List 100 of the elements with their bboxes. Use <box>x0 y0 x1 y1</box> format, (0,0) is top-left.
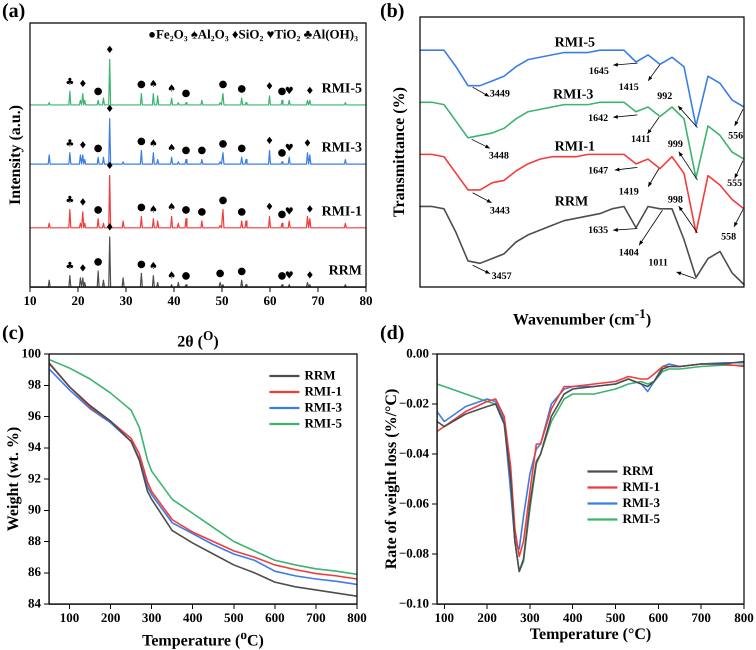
annotation: 999 <box>668 138 683 150</box>
annotation: ● <box>182 204 191 216</box>
annotation: 556 <box>728 130 744 142</box>
annotation: ♦ <box>305 86 314 97</box>
x-tick-label: 500 <box>224 610 244 626</box>
annotation: ● <box>136 79 146 90</box>
legend-label: RRM <box>622 462 654 478</box>
annotation: ● <box>94 256 103 268</box>
legend-label: RMI-3 <box>304 399 342 414</box>
annotation: ♦ <box>78 140 88 152</box>
x-tick-label: 60 <box>264 293 276 308</box>
annotation: 3448 <box>488 150 509 162</box>
annotation: ♠ <box>148 138 158 150</box>
annotation: ♠ <box>148 204 158 216</box>
annotation: ♠ <box>167 202 176 214</box>
annotation: ♦ <box>105 161 114 172</box>
x-tick-label: 400 <box>182 610 202 626</box>
x-axis-title: 2θ ($^{O}$) <box>177 327 219 352</box>
y-tick-label: 90 <box>28 502 41 517</box>
x-axis-title: Temperature ($^{o}$C) <box>142 626 264 650</box>
annotation: ♦ <box>78 263 88 274</box>
annotation: ♣ <box>65 76 74 88</box>
annotation: ♦ <box>265 202 274 214</box>
x-tick-label: 70 <box>312 293 324 308</box>
annotation: ● <box>237 206 246 218</box>
y-tick-label: −0.06 <box>398 495 430 510</box>
y-tick-label: 88 <box>28 532 42 548</box>
annotation: ♠ <box>148 261 158 272</box>
y-axis-title: Weight (wt. %) <box>5 426 23 532</box>
annotation: ● <box>136 258 146 270</box>
y-tick-label: 100 <box>22 345 41 360</box>
annotation: ♠ <box>167 84 176 95</box>
series-label: RMI-5 <box>322 82 362 97</box>
x-tick-label: 200 <box>477 610 497 626</box>
series-label: RMI-3 <box>552 87 594 102</box>
x-tick-label: 30 <box>120 293 132 308</box>
annotation: 1635 <box>588 224 608 236</box>
annotation: ● <box>237 266 246 277</box>
x-tick-label: 200 <box>100 610 120 626</box>
annotation: ♦ <box>305 204 314 216</box>
annotation: ● <box>216 268 225 280</box>
legend-label: RMI-1 <box>622 478 660 494</box>
annotation: ♦ <box>105 104 114 116</box>
annotation: ♥ <box>284 86 294 97</box>
annotation: 1411 <box>631 134 650 145</box>
x-tick-label: 100 <box>60 610 80 626</box>
x-tick-label: 100 <box>434 610 454 626</box>
x-tick-label: 300 <box>520 610 540 626</box>
annotation: 1645 <box>588 66 609 78</box>
y-tick-label: 94 <box>28 439 42 454</box>
annotation: 1415 <box>618 82 639 93</box>
annotation: ● <box>182 270 191 282</box>
chart-title: (d) <box>380 322 404 344</box>
annotation: 998 <box>668 194 683 206</box>
x-tick-label: 400 <box>562 610 582 626</box>
annotation: ♦ <box>78 197 88 208</box>
y-tick-label: −0.08 <box>398 545 430 560</box>
y-axis-title: Transmittance (%) <box>391 87 409 217</box>
x-tick-label: 20 <box>72 293 84 308</box>
annotation: ♠ <box>148 79 158 90</box>
annotation: ● <box>278 208 287 220</box>
series-label: RRM <box>554 194 588 210</box>
annotation: ● <box>182 145 191 156</box>
annotation: ♠ <box>167 270 176 282</box>
series-label: RMI-1 <box>554 139 596 154</box>
y-tick-label: 86 <box>28 564 42 580</box>
y-axis-title: Rate of weight loss (%/°C) <box>383 388 400 570</box>
x-tick-label: 500 <box>606 610 626 626</box>
annotation: ● <box>218 195 228 206</box>
annotation: ♦ <box>265 136 274 148</box>
x-tick-label: 600 <box>265 610 285 626</box>
annotation: ♣ <box>65 138 74 150</box>
series-label: RMI-3 <box>322 140 362 156</box>
annotation: ♦ <box>78 79 88 90</box>
x-tick-label: 800 <box>347 610 367 626</box>
annotation: ● <box>278 86 287 97</box>
annotation: ♠ <box>167 142 176 154</box>
annotation: 1647 <box>588 165 608 176</box>
annotation: ● <box>197 145 206 156</box>
x-tick-label: 40 <box>168 293 180 308</box>
y-tick-label: −0.02 <box>398 395 429 410</box>
annotation: 1419 <box>618 186 639 198</box>
chart-title: (a) <box>2 0 26 22</box>
x-tick-label: 700 <box>306 610 326 626</box>
text: ●Fe₂O₃ ♠Al₂O₃ ♦SiO₂ ♥TiO₂ ♣Al(OH)₃ <box>148 26 358 42</box>
y-tick-label: 0.00 <box>406 345 429 360</box>
annotation: ♥ <box>284 206 294 218</box>
annotation: 558 <box>721 231 736 242</box>
annotation: ● <box>197 206 206 218</box>
annotation: ♦ <box>265 81 274 92</box>
x-tick-label: 80 <box>360 293 372 308</box>
annotation: ● <box>182 88 191 100</box>
legend-label: RRM <box>304 367 336 382</box>
legend-label: RMI-3 <box>622 494 660 510</box>
x-tick-label: 700 <box>691 610 711 626</box>
annotation: ● <box>136 136 146 148</box>
y-tick-label: 92 <box>28 470 41 486</box>
annotation: ● <box>278 147 287 158</box>
y-tick-label: 98 <box>28 376 42 392</box>
y-tick-label: 84 <box>28 595 42 610</box>
